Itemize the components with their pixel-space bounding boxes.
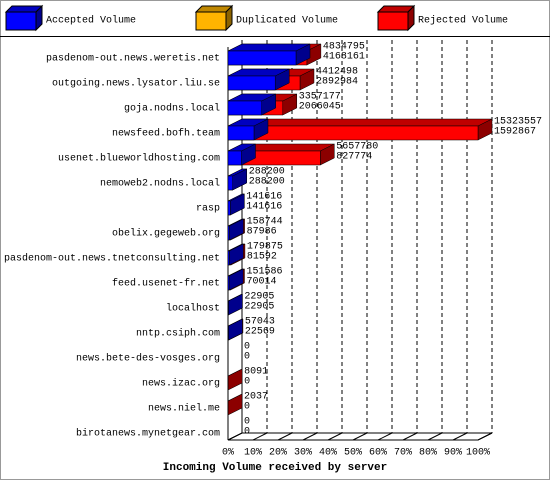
- tick-mark: [477, 432, 493, 441]
- bar: [227, 175, 233, 191]
- y-tick-label: obelix.gegeweb.org: [112, 228, 220, 240]
- chart-title: Incoming Volume received by server: [163, 462, 387, 474]
- legend-label: Accepted Volume: [46, 15, 136, 27]
- value-label: 288200: [249, 167, 285, 178]
- x-tick-label: 60%: [369, 448, 387, 459]
- value-label: 70014: [246, 277, 276, 288]
- value-label: 4834795: [323, 42, 365, 53]
- tick-mark: [352, 432, 368, 441]
- x-tick-label: 30%: [294, 448, 312, 459]
- value-label: 2892984: [316, 77, 358, 88]
- tick-mark: [277, 432, 293, 441]
- bar: [227, 275, 230, 291]
- y-tick-label: rasp: [196, 204, 220, 215]
- value-label: 81592: [247, 252, 277, 263]
- value-label: 4412498: [316, 67, 358, 78]
- y-tick-label: usenet.blueworldhosting.com: [58, 153, 220, 165]
- legend-label: Duplicated Volume: [236, 15, 338, 27]
- value-label: 0: [244, 427, 250, 438]
- bar: [227, 150, 242, 166]
- y-tick-label: outgoing.news.lysator.liu.se: [52, 78, 220, 90]
- value-label: 0: [244, 342, 250, 353]
- value-label: 4168161: [323, 52, 365, 63]
- legend-label: Rejected Volume: [418, 15, 508, 27]
- value-label: 0: [244, 417, 250, 428]
- x-tick-label: 90%: [444, 448, 462, 459]
- value-label: 288200: [249, 177, 285, 188]
- y-tick-label: nntp.csiph.com: [136, 328, 220, 340]
- value-label: 179875: [247, 242, 283, 253]
- value-label: 5657780: [336, 142, 378, 153]
- tick-mark: [327, 432, 343, 441]
- bar: [227, 50, 297, 66]
- y-tick-label: feed.usenet-fr.net: [112, 278, 220, 290]
- bar: [227, 200, 231, 216]
- tick-mark: [252, 432, 268, 441]
- value-label: 3357177: [299, 92, 341, 103]
- bar: [227, 75, 276, 91]
- x-tick-label: 10%: [244, 448, 262, 459]
- value-label: 2066045: [299, 102, 341, 113]
- tick-mark: [427, 432, 443, 441]
- x-tick-label: 80%: [419, 448, 437, 459]
- x-tick-label: 70%: [394, 448, 412, 459]
- tick-mark: [227, 432, 243, 441]
- tick-mark: [377, 432, 393, 441]
- value-label: 827774: [336, 152, 372, 163]
- y-tick-label: pasdenom-out.news.weretis.net: [46, 53, 220, 65]
- value-label: 158744: [247, 217, 283, 228]
- y-tick-label: localhost: [166, 303, 220, 315]
- bar: [227, 225, 230, 241]
- y-tick-label: nemoweb2.nodns.local: [100, 178, 220, 190]
- y-tick-label: news.niel.me: [148, 403, 220, 415]
- y-tick-label: birotanews.mynetgear.com: [76, 428, 220, 440]
- x-tick-label: 0%: [222, 448, 234, 459]
- value-label: 22905: [244, 302, 274, 313]
- x-tick-label: 100%: [466, 448, 490, 459]
- legend-swatch: [195, 11, 227, 31]
- x-tick-label: 20%: [269, 448, 287, 459]
- y-tick-label: goja.nodns.local: [124, 103, 220, 115]
- tick-mark: [452, 432, 468, 441]
- y-tick-label: news.izac.org: [142, 378, 220, 390]
- y-tick-label: news.bete-des-vosges.org: [76, 353, 220, 365]
- x-tick-label: 40%: [319, 448, 337, 459]
- bar: [227, 250, 230, 266]
- value-label: 0: [244, 402, 250, 413]
- value-label: 141616: [246, 192, 282, 203]
- value-label: 1592867: [494, 127, 536, 138]
- y-tick-label: pasdenom-out.news.tnetconsulting.net: [4, 253, 220, 265]
- legend-swatch: [5, 11, 37, 31]
- tick-mark: [302, 432, 318, 441]
- value-label: 8091: [244, 367, 268, 378]
- value-label: 22569: [245, 327, 275, 338]
- value-label: 2037: [244, 392, 268, 403]
- value-label: 22905: [244, 292, 274, 303]
- value-label: 87986: [247, 227, 277, 238]
- legend-swatch: [377, 11, 409, 31]
- bar: [227, 100, 262, 116]
- x-tick-label: 50%: [344, 448, 362, 459]
- bar: [227, 125, 255, 141]
- value-label: 141616: [246, 202, 282, 213]
- value-label: 15323557: [494, 117, 542, 128]
- value-label: 151586: [246, 267, 282, 278]
- y-tick-label: newsfeed.bofh.team: [112, 128, 220, 140]
- tick-mark: [402, 432, 418, 441]
- value-label: 57043: [245, 317, 275, 328]
- value-label: 0: [244, 352, 250, 363]
- value-label: 0: [244, 377, 250, 388]
